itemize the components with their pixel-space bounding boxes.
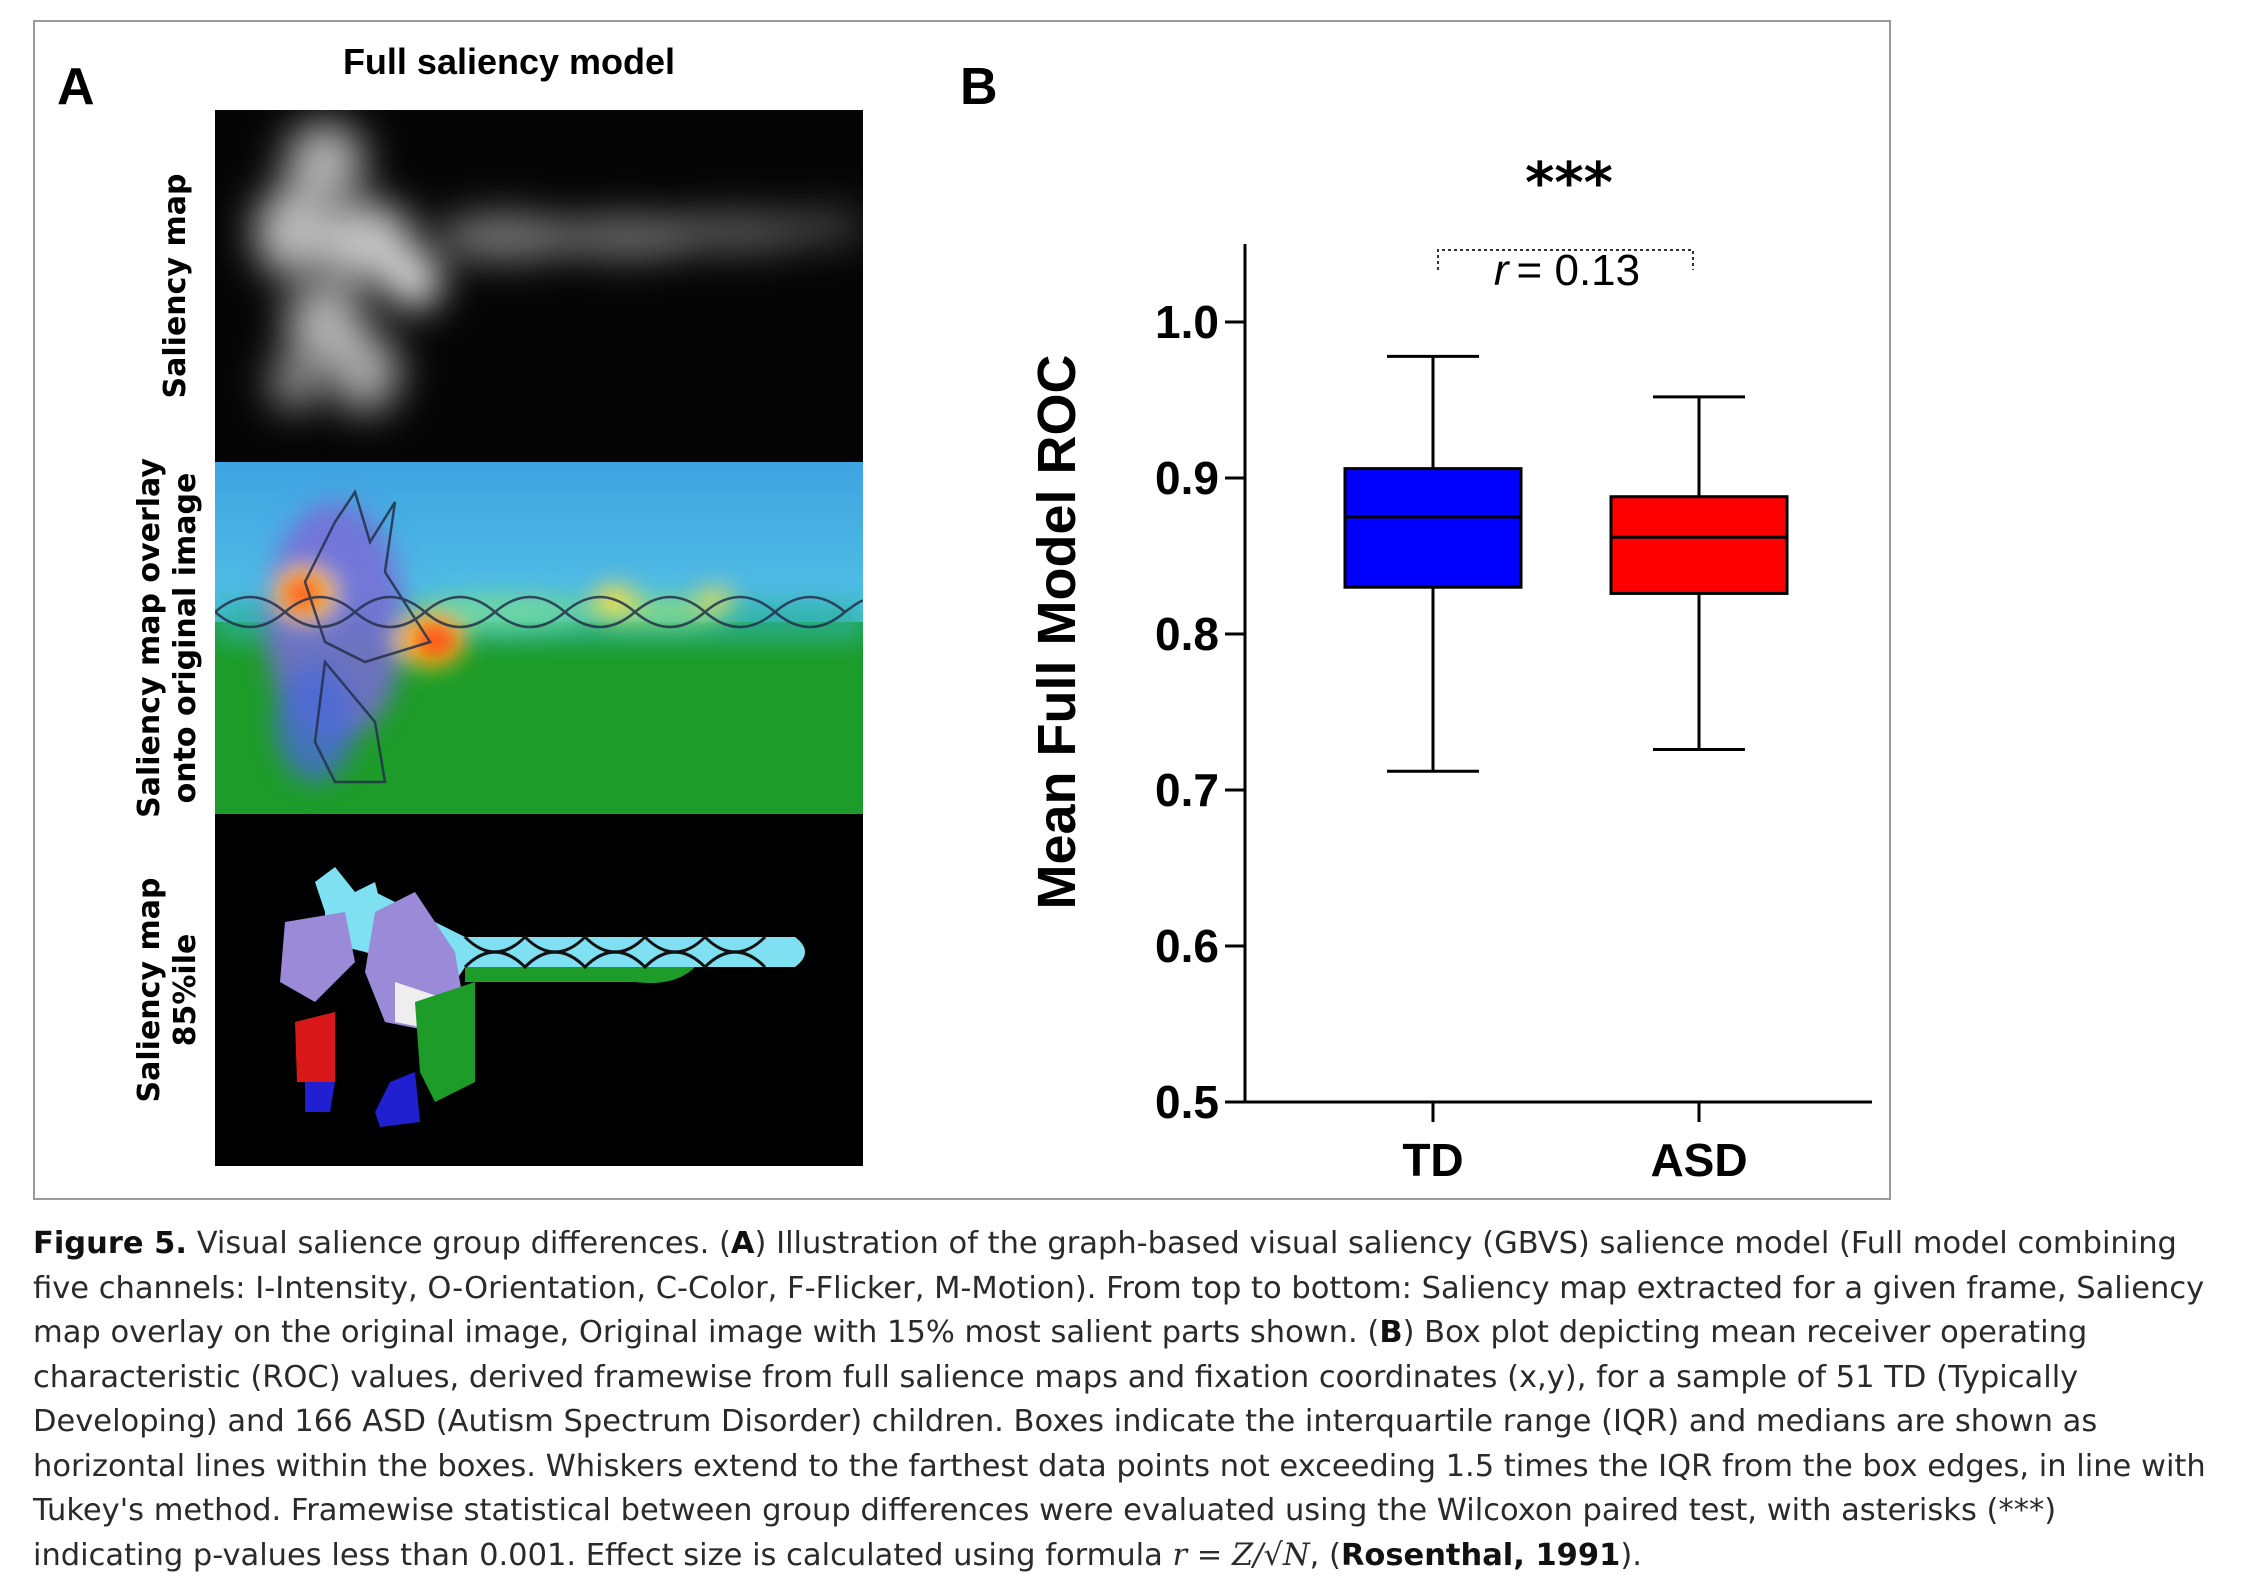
caption-part-4: , (: [1309, 1537, 1341, 1573]
y-tick-label: 1.0: [1155, 296, 1219, 348]
box-plot: 1.0 0.9 0.8 0.7 0.6 0.5 Mean Full Model ROC TD A…: [1027, 244, 1872, 1186]
figure-caption: Figure 5. Visual salience group differen…: [33, 1222, 2213, 1578]
row-label-3-line-2: 85%ile: [168, 934, 203, 1047]
caption-panel-b-ref: B: [1379, 1315, 1403, 1350]
saliency-overlay-image: [215, 462, 863, 814]
panel-a-letter: A: [57, 58, 95, 116]
y-axis-label: Mean Full Model ROC: [1027, 354, 1087, 909]
x-category-label: TD: [1402, 1134, 1463, 1186]
effect-size-formula: r = Z/√N: [1172, 1537, 1310, 1573]
figure-svg: A Full saliency model: [57, 41, 1872, 1186]
caption-part-1: Visual salience group differences. (: [187, 1226, 731, 1261]
saliency-map-image: [215, 110, 863, 462]
panel-b-letter: B: [960, 58, 998, 116]
box-td: [1343, 354, 1523, 773]
significance-bracket: [1437, 249, 1694, 270]
effect-size-value: = 0.13: [1517, 246, 1641, 295]
figure-label: Figure 5.: [33, 1226, 187, 1261]
row-label-1-line-1: Saliency map: [158, 174, 193, 399]
panel-a-title: Full saliency model: [343, 41, 675, 82]
caption-panel-a-ref: A: [730, 1226, 755, 1261]
box-asd: [1609, 395, 1789, 751]
caption-part-5: ).: [1620, 1537, 1642, 1573]
x-category-label: ASD: [1650, 1134, 1747, 1186]
y-tick-label: 0.6: [1155, 920, 1219, 972]
y-tick-label: 0.8: [1155, 608, 1219, 660]
iqr-box: [1609, 495, 1789, 595]
figure-frame: A Full saliency model: [33, 20, 1891, 1200]
iqr-box: [1343, 467, 1523, 589]
y-tick-label: 0.7: [1155, 764, 1219, 816]
significance-annotation: *** r = 0.13: [1437, 151, 1694, 295]
caption-part-2: ) Illustration of the graph-based visual…: [33, 1226, 2205, 1350]
saliency-85-image: [215, 814, 863, 1166]
significance-stars: ***: [1525, 151, 1613, 216]
effect-size-text: r = 0.13: [1494, 246, 1640, 295]
row-label-3-line-1: Saliency map: [132, 878, 167, 1103]
row-label-2-line-2: onto original image: [168, 473, 203, 804]
y-tick-label: 0.9: [1155, 452, 1219, 504]
y-tick-label: 0.5: [1155, 1076, 1219, 1128]
citation-link[interactable]: Rosenthal, 1991: [1340, 1537, 1621, 1573]
row-label-2-line-1: Saliency map overlay: [132, 458, 167, 818]
effect-size-symbol: r: [1494, 246, 1511, 295]
caption-part-3: ) Box plot depicting mean receiver opera…: [33, 1315, 2206, 1573]
